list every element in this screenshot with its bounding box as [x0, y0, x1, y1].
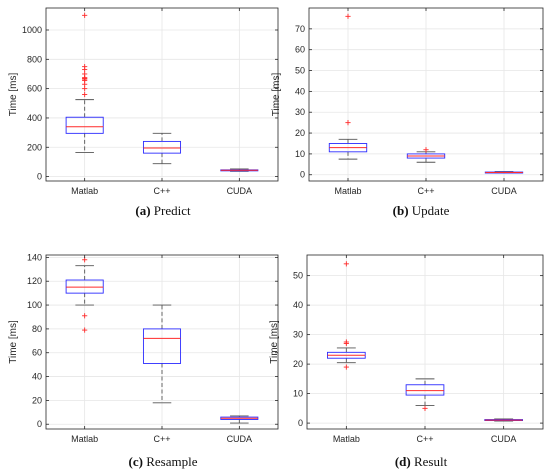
x-tick-label: Matlab [333, 434, 360, 444]
y-tick-label: 40 [32, 372, 42, 382]
outlier-point [82, 12, 88, 18]
box-cpp [142, 304, 182, 404]
y-tick-label: 30 [295, 107, 305, 117]
outlier-point [82, 86, 88, 92]
panel-b: 0 10 20 30 40 50 60 70 Matlab C++ CUDA Time [ms] (b)… [271, 7, 544, 218]
caption-label: (d) [395, 454, 411, 469]
box-cpp [142, 132, 182, 165]
x-tick-label: Matlab [334, 186, 361, 196]
box-cpp [405, 378, 445, 411]
box-matlab [65, 257, 104, 333]
y-tick-label: 400 [27, 113, 42, 123]
y-tick-label: 40 [295, 86, 305, 96]
y-tick-label: 200 [27, 142, 42, 152]
outlier-point [82, 313, 88, 319]
outlier-point [343, 364, 349, 370]
caption-label: (b) [393, 203, 409, 218]
caption-text: Result [411, 454, 448, 469]
iqr-box [65, 116, 104, 134]
y-tick-label: 10 [295, 149, 305, 159]
outlier-point [82, 71, 88, 77]
caption-label: (a) [135, 203, 150, 218]
y-tick-label: 20 [295, 128, 305, 138]
y-axis-label: Time [ms] [8, 73, 19, 117]
outlier-point [82, 327, 88, 333]
y-tick-label: 20 [293, 359, 303, 369]
panel-caption: (d) Result [395, 454, 448, 469]
box-cuda [484, 171, 524, 174]
iqr-box [142, 328, 182, 364]
y-tick-label: 0 [300, 170, 305, 180]
y-tick-label: 0 [37, 172, 42, 182]
outlier-point [423, 147, 429, 153]
caption-label: (c) [129, 454, 143, 469]
x-tick-label: CUDA [227, 434, 253, 444]
box-matlab [328, 13, 368, 160]
y-axis-label: Time [ms] [8, 320, 19, 364]
box-cuda [484, 418, 523, 422]
x-tick-label: C++ [153, 434, 170, 444]
y-tick-label: 20 [32, 395, 42, 405]
y-tick-label: 60 [295, 45, 305, 55]
outlier-point [345, 120, 351, 126]
y-tick-label: 0 [37, 419, 42, 429]
outlier-point [82, 257, 88, 263]
x-tick-label: C++ [417, 186, 434, 196]
y-tick-label: 80 [32, 324, 42, 334]
y-tick-label: 0 [298, 418, 303, 428]
panel-c: 0 20 40 60 80 100 120 140 Matlab C++ CUDA Time [ms]… [8, 252, 279, 469]
box-cuda [220, 168, 259, 172]
y-tick-label: 120 [27, 276, 42, 286]
box-matlab [327, 261, 366, 370]
iqr-box [405, 384, 445, 396]
iqr-box [65, 279, 104, 294]
y-tick-label: 30 [293, 330, 303, 340]
y-tick-label: 70 [295, 24, 305, 34]
y-tick-label: 50 [295, 66, 305, 76]
x-tick-label: C++ [416, 434, 433, 444]
y-tick-label: 60 [32, 348, 42, 358]
y-tick-label: 800 [27, 54, 42, 64]
y-axis-label: Time [ms] [269, 320, 280, 364]
y-tick-label: 100 [27, 300, 42, 310]
panel-caption: (b) Update [393, 203, 450, 218]
caption-text: Predict [151, 203, 191, 218]
caption-text: Update [409, 203, 450, 218]
panel-d: 0 10 20 30 40 50 Matlab C++ CUDA Time [ms] (d) Res… [269, 254, 544, 469]
outlier-point [343, 261, 349, 267]
box-matlab [65, 12, 104, 153]
x-tick-label: Matlab [71, 186, 98, 196]
x-tick-label: CUDA [491, 186, 517, 196]
y-tick-label: 40 [293, 300, 303, 310]
x-tick-label: Matlab [71, 434, 98, 444]
y-tick-label: 600 [27, 84, 42, 94]
panel-a: 0 200 400 600 800 1000 Matlab C++ CUDA Time [ms] (… [8, 7, 279, 218]
outlier-point [82, 64, 88, 70]
box-cuda [220, 415, 259, 424]
panel-caption: (c) Resample [129, 454, 198, 469]
caption-text: Resample [143, 454, 198, 469]
outlier-point [422, 405, 428, 411]
y-tick-label: 1000 [22, 25, 42, 35]
y-tick-label: 140 [27, 252, 42, 262]
iqr-box [142, 140, 182, 154]
box-cpp [406, 147, 446, 163]
x-tick-label: CUDA [227, 186, 253, 196]
y-tick-label: 10 [293, 389, 303, 399]
panel-caption: (a) Predict [135, 203, 191, 218]
x-tick-label: CUDA [491, 434, 517, 444]
y-axis-label: Time [ms] [271, 73, 282, 117]
outlier-point [82, 91, 88, 98]
y-tick-label: 50 [293, 271, 303, 281]
x-tick-label: C++ [153, 186, 170, 196]
outlier-point [343, 339, 349, 345]
outlier-point [345, 13, 351, 19]
